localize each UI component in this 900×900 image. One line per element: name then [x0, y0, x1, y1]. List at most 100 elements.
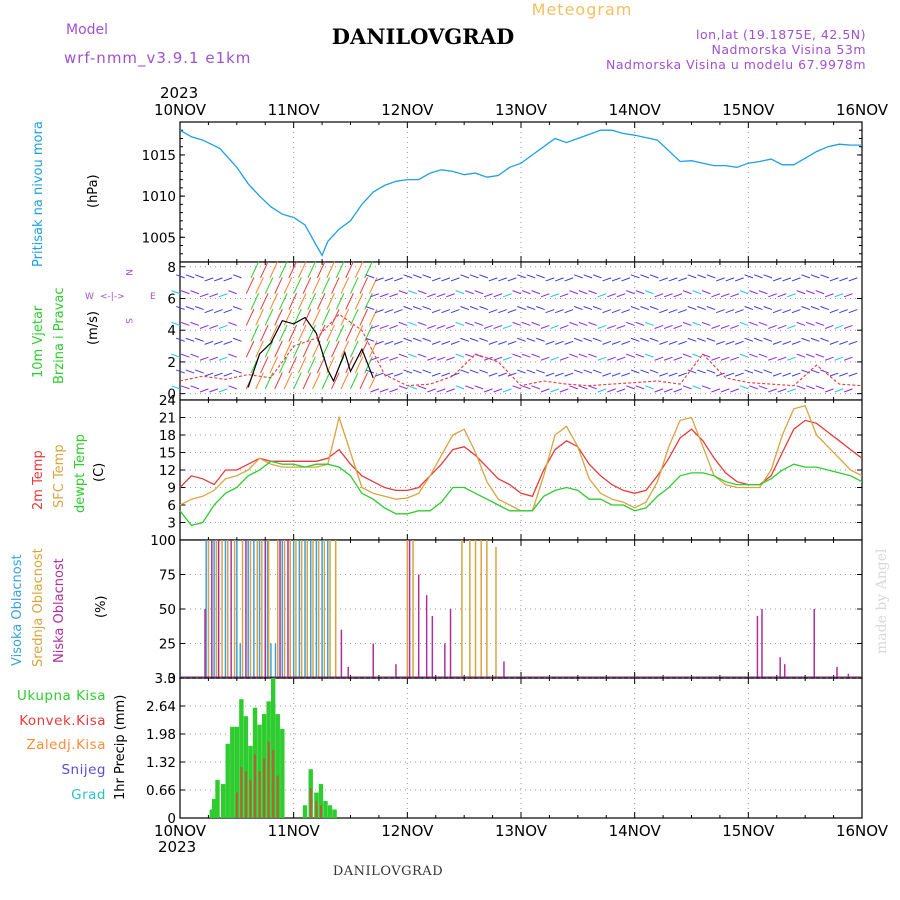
wind-vector [829, 309, 839, 314]
wind-vector [725, 277, 735, 282]
wind-vector [190, 353, 200, 358]
wind-vector [316, 261, 326, 279]
wind-vector [616, 324, 626, 329]
wind-vector [195, 274, 204, 279]
wind-vector [644, 321, 654, 326]
cloud-axis-label-low: Niska Oblacnost [52, 558, 67, 663]
footer-station: DANILOVGRAD [333, 864, 443, 879]
wind-vector [763, 369, 773, 374]
wind-vector [554, 372, 564, 377]
wind-vector [204, 372, 214, 377]
wind-vector [815, 290, 825, 295]
total-precip-bar [209, 809, 215, 818]
wind-vector [502, 388, 512, 393]
wind-vector [569, 385, 579, 390]
wind-vector [753, 369, 763, 374]
wind-vector [659, 277, 668, 282]
total-precip-bar [220, 784, 226, 818]
wind-vector [592, 369, 602, 374]
wind-vector [507, 277, 517, 282]
wind-vector [393, 277, 403, 282]
wind-vector [772, 277, 782, 282]
wind-vector [668, 309, 678, 314]
wind-vector [649, 274, 659, 279]
wind-vector [796, 353, 806, 358]
wind-vector [498, 340, 507, 345]
total-precip-bar [215, 779, 220, 818]
wind-vector [422, 306, 432, 311]
wind-vector [446, 388, 455, 393]
top-tick-label: 10NOV [154, 101, 207, 119]
wind-vector [545, 340, 555, 345]
pressure-axis-label: Pritisak na nivou mora [31, 121, 46, 267]
wind-vector [787, 356, 796, 361]
wind-vector [716, 277, 725, 282]
wind-vector [431, 277, 441, 282]
pressure-ytick-label: 1010 [142, 189, 176, 205]
wind-vector [706, 337, 716, 342]
wind-vector [749, 353, 758, 358]
wind-vector [389, 356, 399, 361]
wind-vector [573, 337, 583, 342]
wind-vector [810, 274, 820, 279]
wind-vector [417, 353, 427, 358]
conv-precip-bar [244, 771, 247, 818]
wind-vector [806, 353, 815, 358]
wind-vector [630, 274, 640, 279]
temp-axis-label-sfc: SFC Temp [52, 444, 67, 508]
wind-vector [768, 324, 777, 329]
top-tick-label: 14NOV [609, 101, 662, 119]
wind-vector [512, 290, 522, 295]
wind-vector [479, 369, 489, 374]
wind-vector [839, 340, 848, 345]
conv-precip-bar [267, 741, 270, 818]
wind-vector [368, 372, 378, 390]
wind-vector [540, 324, 550, 329]
wind-vector [340, 340, 350, 358]
cloud-ytick-label: 75 [159, 568, 176, 584]
top-tick-label: 13NOV [495, 101, 548, 119]
wind-vector [730, 388, 740, 393]
wind-vector [218, 388, 228, 393]
total-precip-bar [225, 743, 230, 818]
wind-vector [297, 356, 307, 374]
wind-vector [597, 356, 607, 361]
pressure-ytick-label: 1015 [142, 148, 176, 164]
wind-vector [483, 324, 493, 329]
wind-vector [479, 306, 489, 311]
wind-vector [223, 372, 233, 377]
wind-vector [379, 324, 389, 329]
wind-vector [682, 353, 692, 358]
wind-vector [720, 388, 730, 393]
wind-vector [706, 274, 716, 279]
conv-precip-bar [258, 771, 261, 818]
wind-vector [354, 356, 364, 374]
wind-vector [398, 321, 408, 326]
wind-vector [744, 369, 754, 374]
wind-vector [843, 324, 853, 329]
wind-vector [768, 388, 777, 393]
wind-vector [204, 277, 214, 282]
wind-vector [176, 306, 185, 311]
wind-vector [288, 293, 297, 310]
wind-vector [199, 324, 209, 329]
pressure-panel: 1005 1010 1015 [142, 121, 863, 263]
wind-direction-line [179, 313, 863, 387]
wind-vector [209, 324, 219, 329]
wind-vector [446, 293, 455, 298]
wind-vector [326, 261, 335, 279]
wind-vector [228, 321, 238, 326]
wind-vector [195, 369, 204, 374]
wind-vector [763, 274, 773, 279]
wind-vector [393, 372, 403, 377]
wind-vector [531, 353, 541, 358]
wind-vector [796, 385, 806, 390]
wind-vector [260, 261, 269, 279]
wind-vector [649, 306, 659, 311]
wind-vector [607, 293, 616, 298]
wind-vector [782, 340, 792, 345]
wind-vector [512, 385, 522, 390]
wind-vector [668, 372, 678, 377]
wind-vector [550, 324, 560, 329]
wind-vector [393, 309, 403, 314]
